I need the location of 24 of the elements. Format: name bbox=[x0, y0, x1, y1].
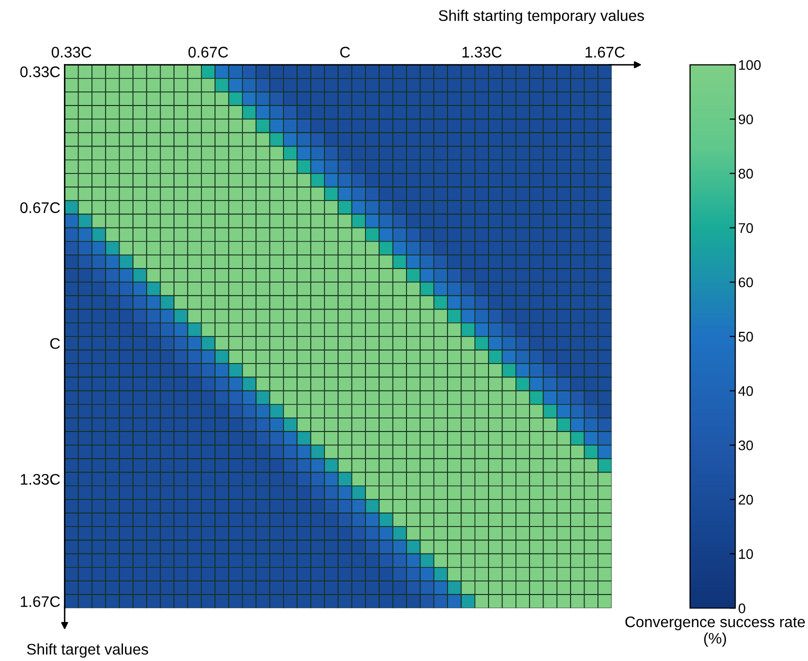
y-tick-label: 0.33C bbox=[20, 66, 60, 78]
color-bar-label: 70 bbox=[738, 223, 753, 233]
color-bar-label: 10 bbox=[739, 549, 753, 559]
color-bar-title: Convergence success rate (%) bbox=[625, 616, 805, 647]
x-tick-label: C bbox=[340, 46, 350, 58]
y-tick-label: C bbox=[50, 338, 60, 349]
x-tick-label: 0.67C bbox=[188, 46, 228, 58]
color-bar-label: 40 bbox=[738, 386, 753, 396]
x-axis-title: Shift starting temporary values bbox=[438, 10, 644, 24]
color-bar-label: 0 bbox=[738, 603, 746, 614]
color-bar-label: 50 bbox=[738, 332, 753, 342]
color-bar-label: 20 bbox=[738, 494, 753, 505]
x-tick-label: 1.67C bbox=[586, 46, 625, 58]
color-bar-label: 30 bbox=[738, 440, 753, 450]
color-bar-label: 100 bbox=[739, 60, 761, 70]
color-bar-label: 90 bbox=[738, 114, 753, 124]
y-tick-label: 0.67C bbox=[20, 202, 60, 214]
y-tick-label: 1.33C bbox=[20, 474, 60, 485]
y-axis-title: Shift target values bbox=[27, 643, 148, 658]
color-bar-label: 60 bbox=[738, 277, 753, 288]
x-tick-label: 1.33C bbox=[462, 46, 502, 58]
x-tick-label: 0.33C bbox=[52, 46, 92, 58]
color-bar-label: 80 bbox=[738, 168, 753, 179]
y-tick-label: 1.67C bbox=[20, 596, 60, 608]
